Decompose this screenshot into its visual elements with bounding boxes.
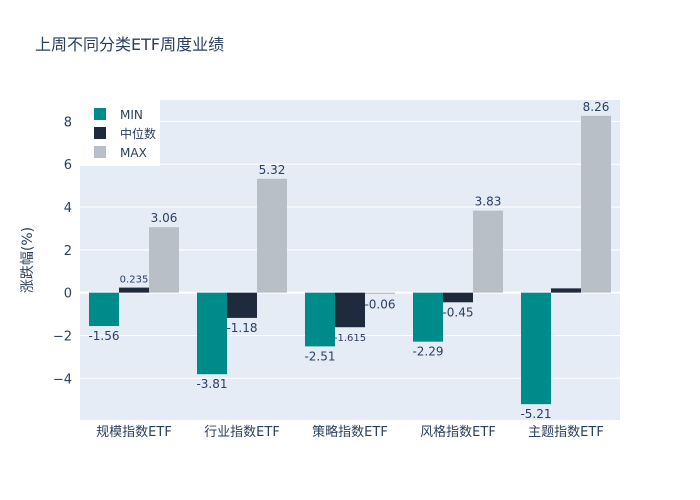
x-tick-label: 行业指数ETF [204,425,280,440]
legend-item: MIN [120,108,143,122]
bar [257,178,287,293]
bar [197,292,227,375]
data-label: -5.21 [520,407,551,421]
data-label: 3.06 [151,211,178,225]
bar [305,292,335,347]
data-label: 3.83 [475,195,502,209]
bar [227,292,257,318]
legend-item: MAX [120,146,147,160]
data-label: 5.32 [259,163,286,177]
bar [521,292,551,405]
x-tick-label: 规模指数ETF [96,425,172,440]
bar [89,292,119,327]
legend-swatch [94,108,106,120]
legend: MIN 中位数 MAX [80,100,160,166]
bars [89,115,611,405]
y-tick-label: 2 [64,244,72,259]
data-label: -2.29 [412,345,443,359]
legend-background [80,100,160,166]
data-label: -2.51 [304,349,335,363]
x-tick-label: 策略指数ETF [312,424,388,440]
y-axis-title: 涨跌幅(%) [20,227,36,293]
x-ticks: 规模指数ETF 行业指数ETF 策略指数ETF 风格指数ETF 主题指数ETF [96,424,604,440]
bar [365,292,395,294]
data-label: -1.615 [334,333,366,344]
bar [413,292,443,342]
bar [551,288,581,293]
data-label: -0.06 [364,298,395,312]
y-tick-label: −4 [53,372,72,387]
y-tick-label: 6 [64,158,72,173]
data-label: -1.56 [88,329,119,343]
y-tick-label: −2 [53,329,72,344]
bar [119,287,149,293]
data-label: 8.26 [583,100,610,114]
legend-swatch [94,146,106,158]
bar [335,292,365,328]
data-label: 0.235 [120,275,149,286]
y-ticks: −4 −2 0 2 4 6 8 [53,115,72,387]
x-tick-label: 风格指数ETF [420,424,496,440]
bar [443,292,473,303]
data-label: -0.45 [442,305,473,319]
y-tick-label: 0 [64,287,72,302]
bar [473,210,503,293]
legend-item: 中位数 [120,126,156,141]
data-labels: -1.56 0.235 3.06 -3.81 -1.18 5.32 -2.51 -1.615 -… [88,100,609,421]
y-tick-label: 8 [64,115,72,130]
legend-swatch [94,127,106,139]
y-tick-label: 4 [64,201,72,216]
chart-title: 上周不同分类ETF周度业绩 [35,35,224,54]
data-label: -1.18 [226,321,257,335]
bar [149,227,179,293]
data-label: -3.81 [196,377,227,391]
x-tick-label: 主题指数ETF [528,425,604,440]
bar [581,115,611,293]
